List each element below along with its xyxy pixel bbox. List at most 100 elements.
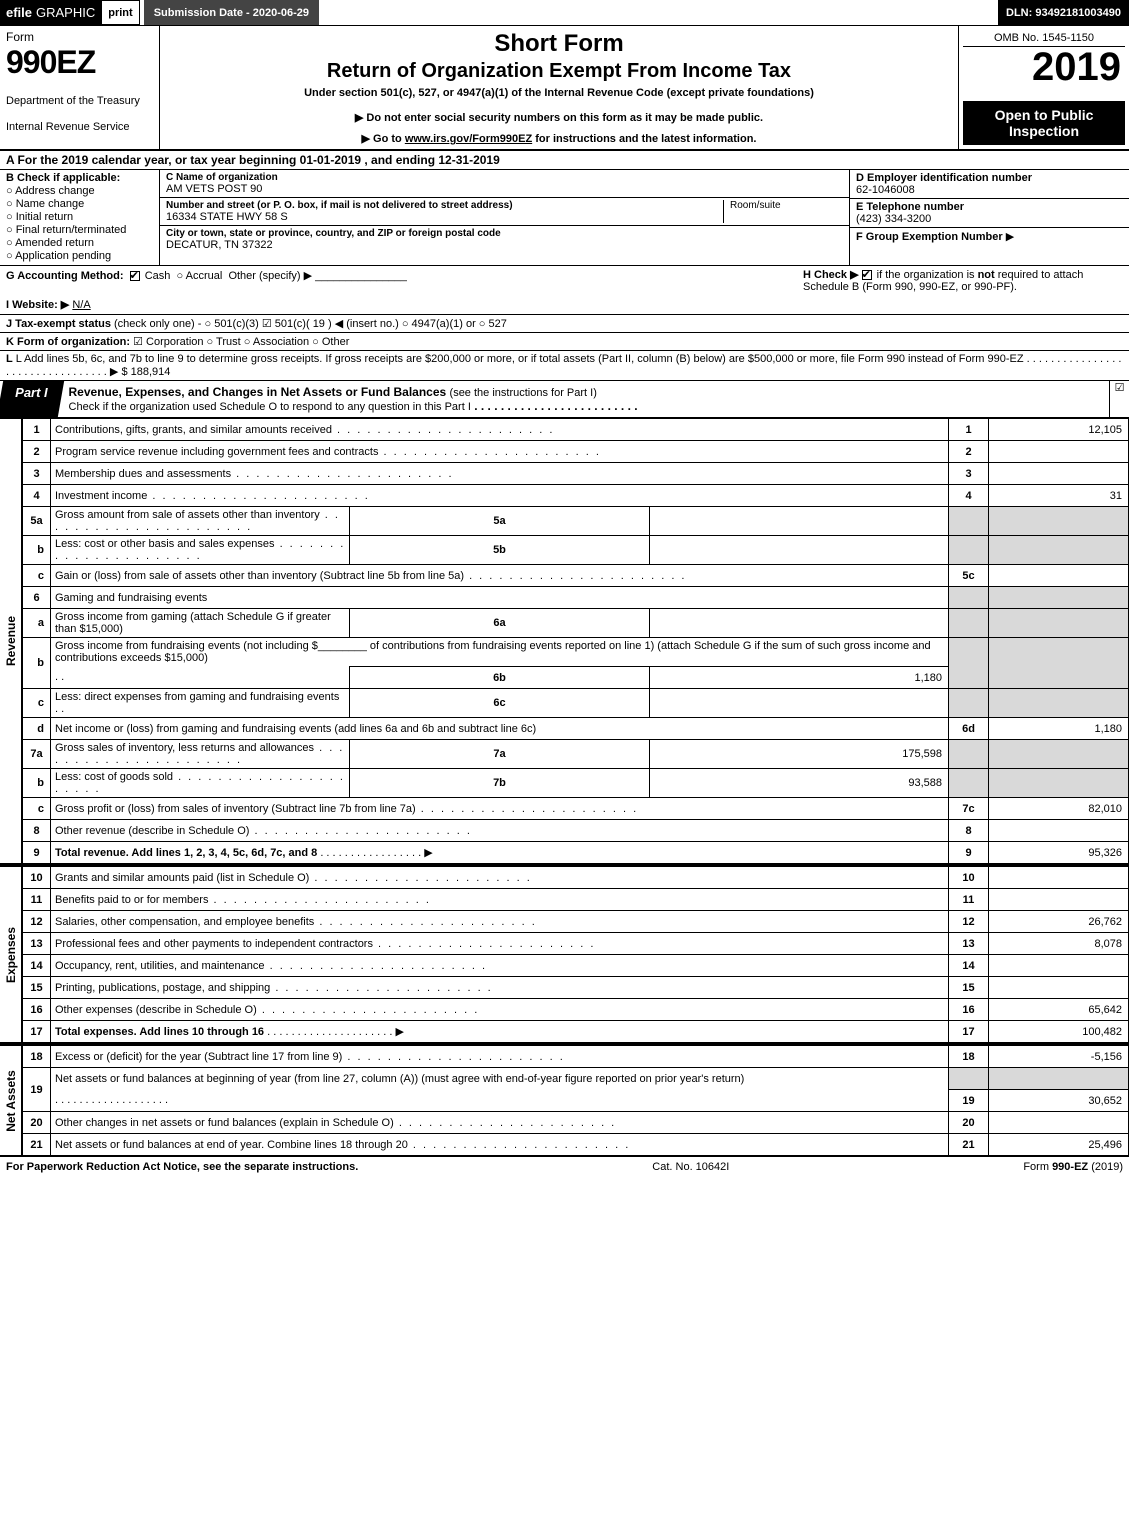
line-19-num: 19 — [23, 1068, 51, 1112]
line-8-rnum: 8 — [949, 820, 989, 842]
line-6c-rgrey — [949, 689, 989, 718]
chk-name-change[interactable]: Name change — [6, 198, 153, 210]
line-7a-desc: Gross sales of inventory, less returns a… — [55, 742, 344, 766]
chk-address-change[interactable]: Address change — [6, 185, 153, 197]
line-5b-desc: Less: cost or other basis and sales expe… — [55, 538, 345, 562]
room-suite-label: Room/suite — [723, 200, 843, 223]
line-21-desc: Net assets or fund balances at end of ye… — [55, 1139, 630, 1151]
line-6a-num: a — [23, 609, 51, 638]
line-12-desc: Salaries, other compensation, and employ… — [55, 916, 537, 928]
box-k: K Form of organization: ☑ Corporation ○ … — [0, 333, 1129, 351]
box-h-checkbox[interactable] — [862, 270, 872, 280]
line-17-desc: Total expenses. Add lines 10 through 16 — [55, 1026, 264, 1038]
line-7c-num: c — [23, 798, 51, 820]
box-g-label: G Accounting Method: — [6, 270, 124, 282]
tax-year-line: A For the 2019 calendar year, or tax yea… — [0, 151, 1129, 170]
line-6b-desc1: Gross income from fundraising events (no… — [55, 640, 318, 652]
line-21-num: 21 — [23, 1134, 51, 1156]
net-assets-side-text: Net Assets — [4, 1070, 18, 1132]
line-5a-num: 5a — [23, 507, 51, 536]
line-1-value: 12,105 — [989, 419, 1129, 441]
line-5c-desc: Gain or (loss) from sale of assets other… — [55, 570, 687, 582]
line-7c-desc: Gross profit or (loss) from sales of inv… — [55, 803, 638, 815]
chk-final-return[interactable]: Final return/terminated — [6, 224, 153, 236]
dln-label: DLN: 93492181003490 — [998, 0, 1129, 25]
line-3-rnum: 3 — [949, 463, 989, 485]
cash-checkbox[interactable] — [130, 271, 140, 281]
line-10-num: 10 — [23, 867, 51, 889]
form-header: Form 990EZ Department of the Treasury In… — [0, 26, 1129, 151]
line-13-desc: Professional fees and other payments to … — [55, 938, 595, 950]
footer-left: For Paperwork Reduction Act Notice, see … — [6, 1161, 358, 1173]
line-7b-rgrey — [949, 769, 989, 798]
chk-application-pending[interactable]: Application pending — [6, 250, 153, 262]
efile-brand: efile GRAPHIC — [0, 0, 101, 25]
line-11-num: 11 — [23, 889, 51, 911]
line-20-rnum: 20 — [949, 1112, 989, 1134]
dept-treasury: Department of the Treasury — [6, 95, 153, 107]
box-c: C Name of organization AM VETS POST 90 N… — [160, 170, 849, 265]
line-6d-rnum: 6d — [949, 718, 989, 740]
part-1-tab-text: Part I — [15, 385, 48, 400]
line-10-rnum: 10 — [949, 867, 989, 889]
line-6a-desc: Gross income from gaming (attach Schedul… — [51, 609, 350, 638]
print-button[interactable]: print — [101, 0, 139, 25]
line-18-num: 18 — [23, 1046, 51, 1068]
line-5c-num: c — [23, 565, 51, 587]
website-value: N/A — [72, 299, 90, 311]
box-g-h: G Accounting Method: Cash ○ Accrual Othe… — [0, 266, 1129, 315]
line-6a-rgrey — [949, 609, 989, 638]
line-14-rnum: 14 — [949, 955, 989, 977]
city-value: DECATUR, TN 37322 — [166, 239, 843, 251]
line-7b-rvalgrey — [989, 769, 1129, 798]
line-7b-num: b — [23, 769, 51, 798]
page-footer: For Paperwork Reduction Act Notice, see … — [0, 1156, 1129, 1177]
box-h-not: not — [978, 269, 995, 281]
line-6c-inlab: 6c — [350, 689, 649, 718]
line-11-value — [989, 889, 1129, 911]
line-3-num: 3 — [23, 463, 51, 485]
line-12-value: 26,762 — [989, 911, 1129, 933]
line-9-desc: Total revenue. Add lines 1, 2, 3, 4, 5c,… — [55, 847, 317, 859]
line-18-value: -5,156 — [989, 1046, 1129, 1068]
line-17-rnum: 17 — [949, 1021, 989, 1043]
line-14-value — [989, 955, 1129, 977]
line-6a-inval — [649, 609, 948, 638]
line-4-num: 4 — [23, 485, 51, 507]
line-5a-rgrey — [949, 507, 989, 536]
other-label: Other (specify) ▶ — [228, 270, 312, 282]
line-1-num: 1 — [23, 419, 51, 441]
box-f-label: F Group Exemption Number — [856, 231, 1003, 243]
line-7a-num: 7a — [23, 740, 51, 769]
boxes-d-e-f: D Employer identification number 62-1046… — [849, 170, 1129, 265]
line-6b-num: b — [23, 638, 51, 689]
goto-link[interactable]: www.irs.gov/Form990EZ — [405, 133, 532, 145]
box-e-label: E Telephone number — [856, 201, 964, 213]
city-label: City or town, state or province, country… — [166, 228, 843, 239]
expenses-table: 10 Grants and similar amounts paid (list… — [22, 866, 1129, 1043]
expenses-side-text: Expenses — [4, 926, 18, 982]
submission-date-button[interactable]: Submission Date - 2020-06-29 — [144, 0, 319, 25]
line-6c-desc: Less: direct expenses from gaming and fu… — [55, 691, 339, 703]
line-5a-desc: Gross amount from sale of assets other t… — [55, 509, 340, 533]
goto-post: for instructions and the latest informat… — [535, 133, 756, 145]
line-12-num: 12 — [23, 911, 51, 933]
line-11-rnum: 11 — [949, 889, 989, 911]
chk-initial-return[interactable]: Initial return — [6, 211, 153, 223]
form-word: Form — [6, 30, 153, 44]
line-2-rnum: 2 — [949, 441, 989, 463]
line-6d-num: d — [23, 718, 51, 740]
line-9-value: 95,326 — [989, 842, 1129, 864]
part-1-check[interactable]: ☑ — [1109, 381, 1129, 417]
expenses-side-label: Expenses — [0, 866, 22, 1043]
line-19-rgrey — [949, 1068, 989, 1090]
line-18-rnum: 18 — [949, 1046, 989, 1068]
identity-block: B Check if applicable: Address change Na… — [0, 170, 1129, 266]
line-13-rnum: 13 — [949, 933, 989, 955]
box-k-rest: ☑ Corporation ○ Trust ○ Association ○ Ot… — [133, 336, 349, 348]
chk-amended-return[interactable]: Amended return — [6, 237, 153, 249]
line-5b-rgrey — [949, 536, 989, 565]
ein-value: 62-1046008 — [856, 184, 915, 196]
line-8-num: 8 — [23, 820, 51, 842]
line-3-value — [989, 463, 1129, 485]
